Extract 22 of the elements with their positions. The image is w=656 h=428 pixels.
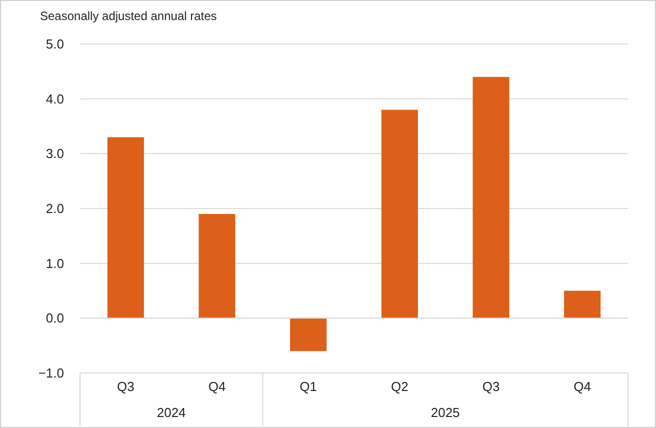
- x-tick-label: Q3: [116, 379, 134, 394]
- y-tick-label: −1.0: [38, 366, 64, 381]
- bar: [472, 76, 510, 318]
- bar: [564, 290, 601, 318]
- x-tick-label: Q2: [390, 379, 408, 394]
- y-axis-title: Seasonally adjusted annual rates: [40, 9, 217, 23]
- bar: [381, 110, 418, 318]
- y-tick-label: 1.0: [46, 256, 64, 271]
- bar: [198, 214, 236, 318]
- x-tick-label: Q3: [482, 379, 500, 394]
- bar: [290, 318, 327, 352]
- text: 2025: [430, 405, 460, 420]
- x-tick-label: Q4: [208, 379, 226, 394]
- x-tick-label: Q4: [574, 379, 592, 394]
- y-tick-label: 5.0: [46, 36, 64, 52]
- y-tick-label: 0.0: [46, 310, 64, 326]
- y-tick-label: 3.0: [46, 146, 64, 162]
- bar: [107, 137, 144, 318]
- y-tick-label: 4.0: [46, 91, 64, 106]
- y-tick-label: 2.0: [46, 201, 64, 216]
- text: 2024: [156, 405, 186, 420]
- x-tick-label: Q1: [300, 379, 318, 394]
